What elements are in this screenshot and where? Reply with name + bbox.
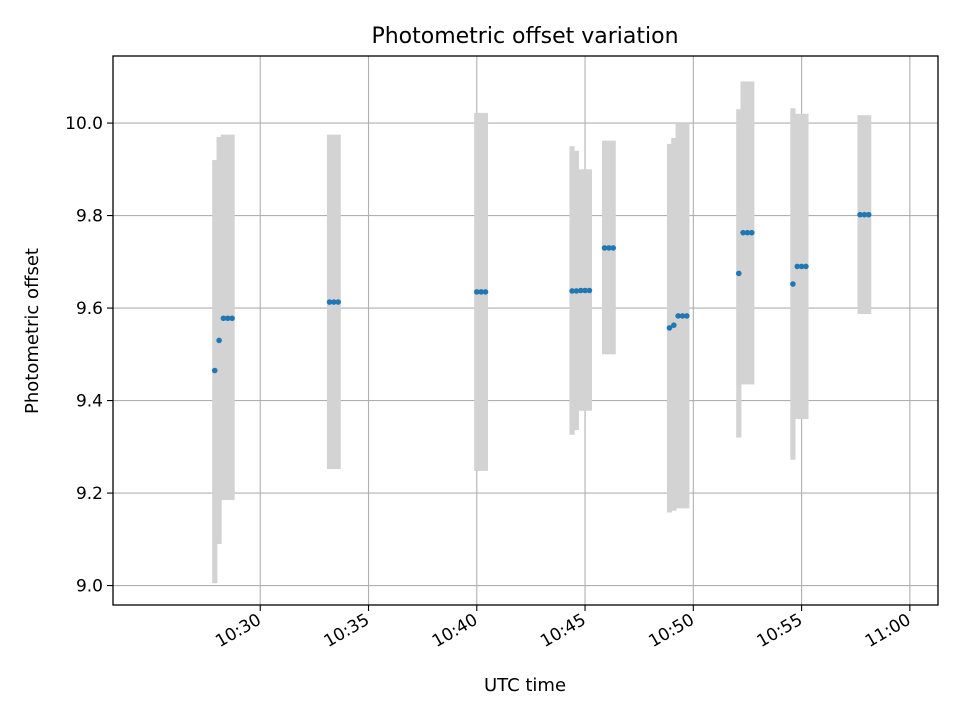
data-point (220, 315, 227, 322)
data-point (610, 245, 616, 251)
data-point (577, 287, 584, 294)
data-point (335, 299, 341, 305)
data-point (794, 263, 801, 270)
markers (211, 211, 872, 374)
y-axis-label: Photometric offset (22, 248, 43, 414)
data-point (666, 325, 673, 331)
data-point (229, 315, 235, 322)
data-point (216, 337, 222, 344)
chart-title: Photometric offset variation (371, 24, 678, 49)
y-axis-ticks: 9.0 9.2 9.4 9.6 9.8 10.0 (65, 114, 113, 597)
data-point (586, 287, 593, 294)
plot-frame (112, 55, 939, 606)
data-point (861, 211, 868, 218)
data-point (211, 367, 218, 374)
y-tick-label: 9.6 (76, 299, 103, 319)
y-tick-label: 9.0 (76, 577, 103, 597)
data-point (679, 313, 686, 319)
data-point (798, 263, 805, 270)
data-point (582, 287, 588, 294)
data-point (675, 313, 681, 319)
data-point (606, 245, 612, 251)
data-point (569, 288, 575, 294)
data-point (224, 315, 231, 322)
data-point (748, 229, 755, 236)
y-tick-label: 9.2 (76, 484, 103, 504)
x-axis-label: UTC time (484, 675, 566, 696)
data-point (671, 322, 677, 328)
y-tick-label: 9.4 (76, 392, 103, 412)
data-point (803, 263, 809, 270)
data-point (482, 289, 489, 295)
data-point (790, 281, 796, 287)
data-point (857, 211, 863, 218)
data-point (331, 299, 337, 305)
data-point (744, 229, 751, 236)
data-point (735, 270, 742, 277)
data-point (601, 245, 608, 251)
data-point (478, 289, 484, 295)
data-point (326, 299, 333, 305)
data-point (865, 211, 872, 218)
data-point (684, 313, 690, 319)
data-point (473, 289, 480, 295)
y-tick-label: 9.8 (76, 207, 103, 227)
y-tick-label: 10.0 (65, 114, 103, 134)
data-point (740, 229, 746, 236)
data-point (573, 288, 580, 294)
